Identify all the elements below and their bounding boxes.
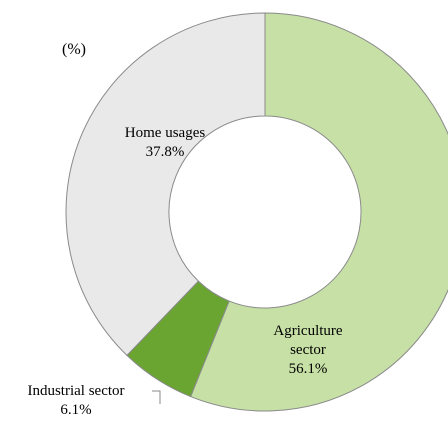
donut-segment (189, 12, 448, 412)
category-label: Agriculture sector (273, 323, 343, 358)
chart-title: (%) (62, 41, 86, 58)
donut-segment (65, 12, 266, 357)
label: Home usages 37.8% (100, 124, 230, 162)
value-label: 56.1% (288, 361, 328, 377)
leader-line (152, 390, 161, 404)
label: Industrial sector 6.1% (0, 382, 152, 420)
value-label: 6.1% (60, 402, 92, 418)
category-label: Home usages (124, 125, 206, 141)
label: Agriculture sector 56.1% (258, 322, 358, 379)
category-label: Industrial sector (27, 383, 125, 399)
value-label: 37.8% (145, 144, 185, 160)
